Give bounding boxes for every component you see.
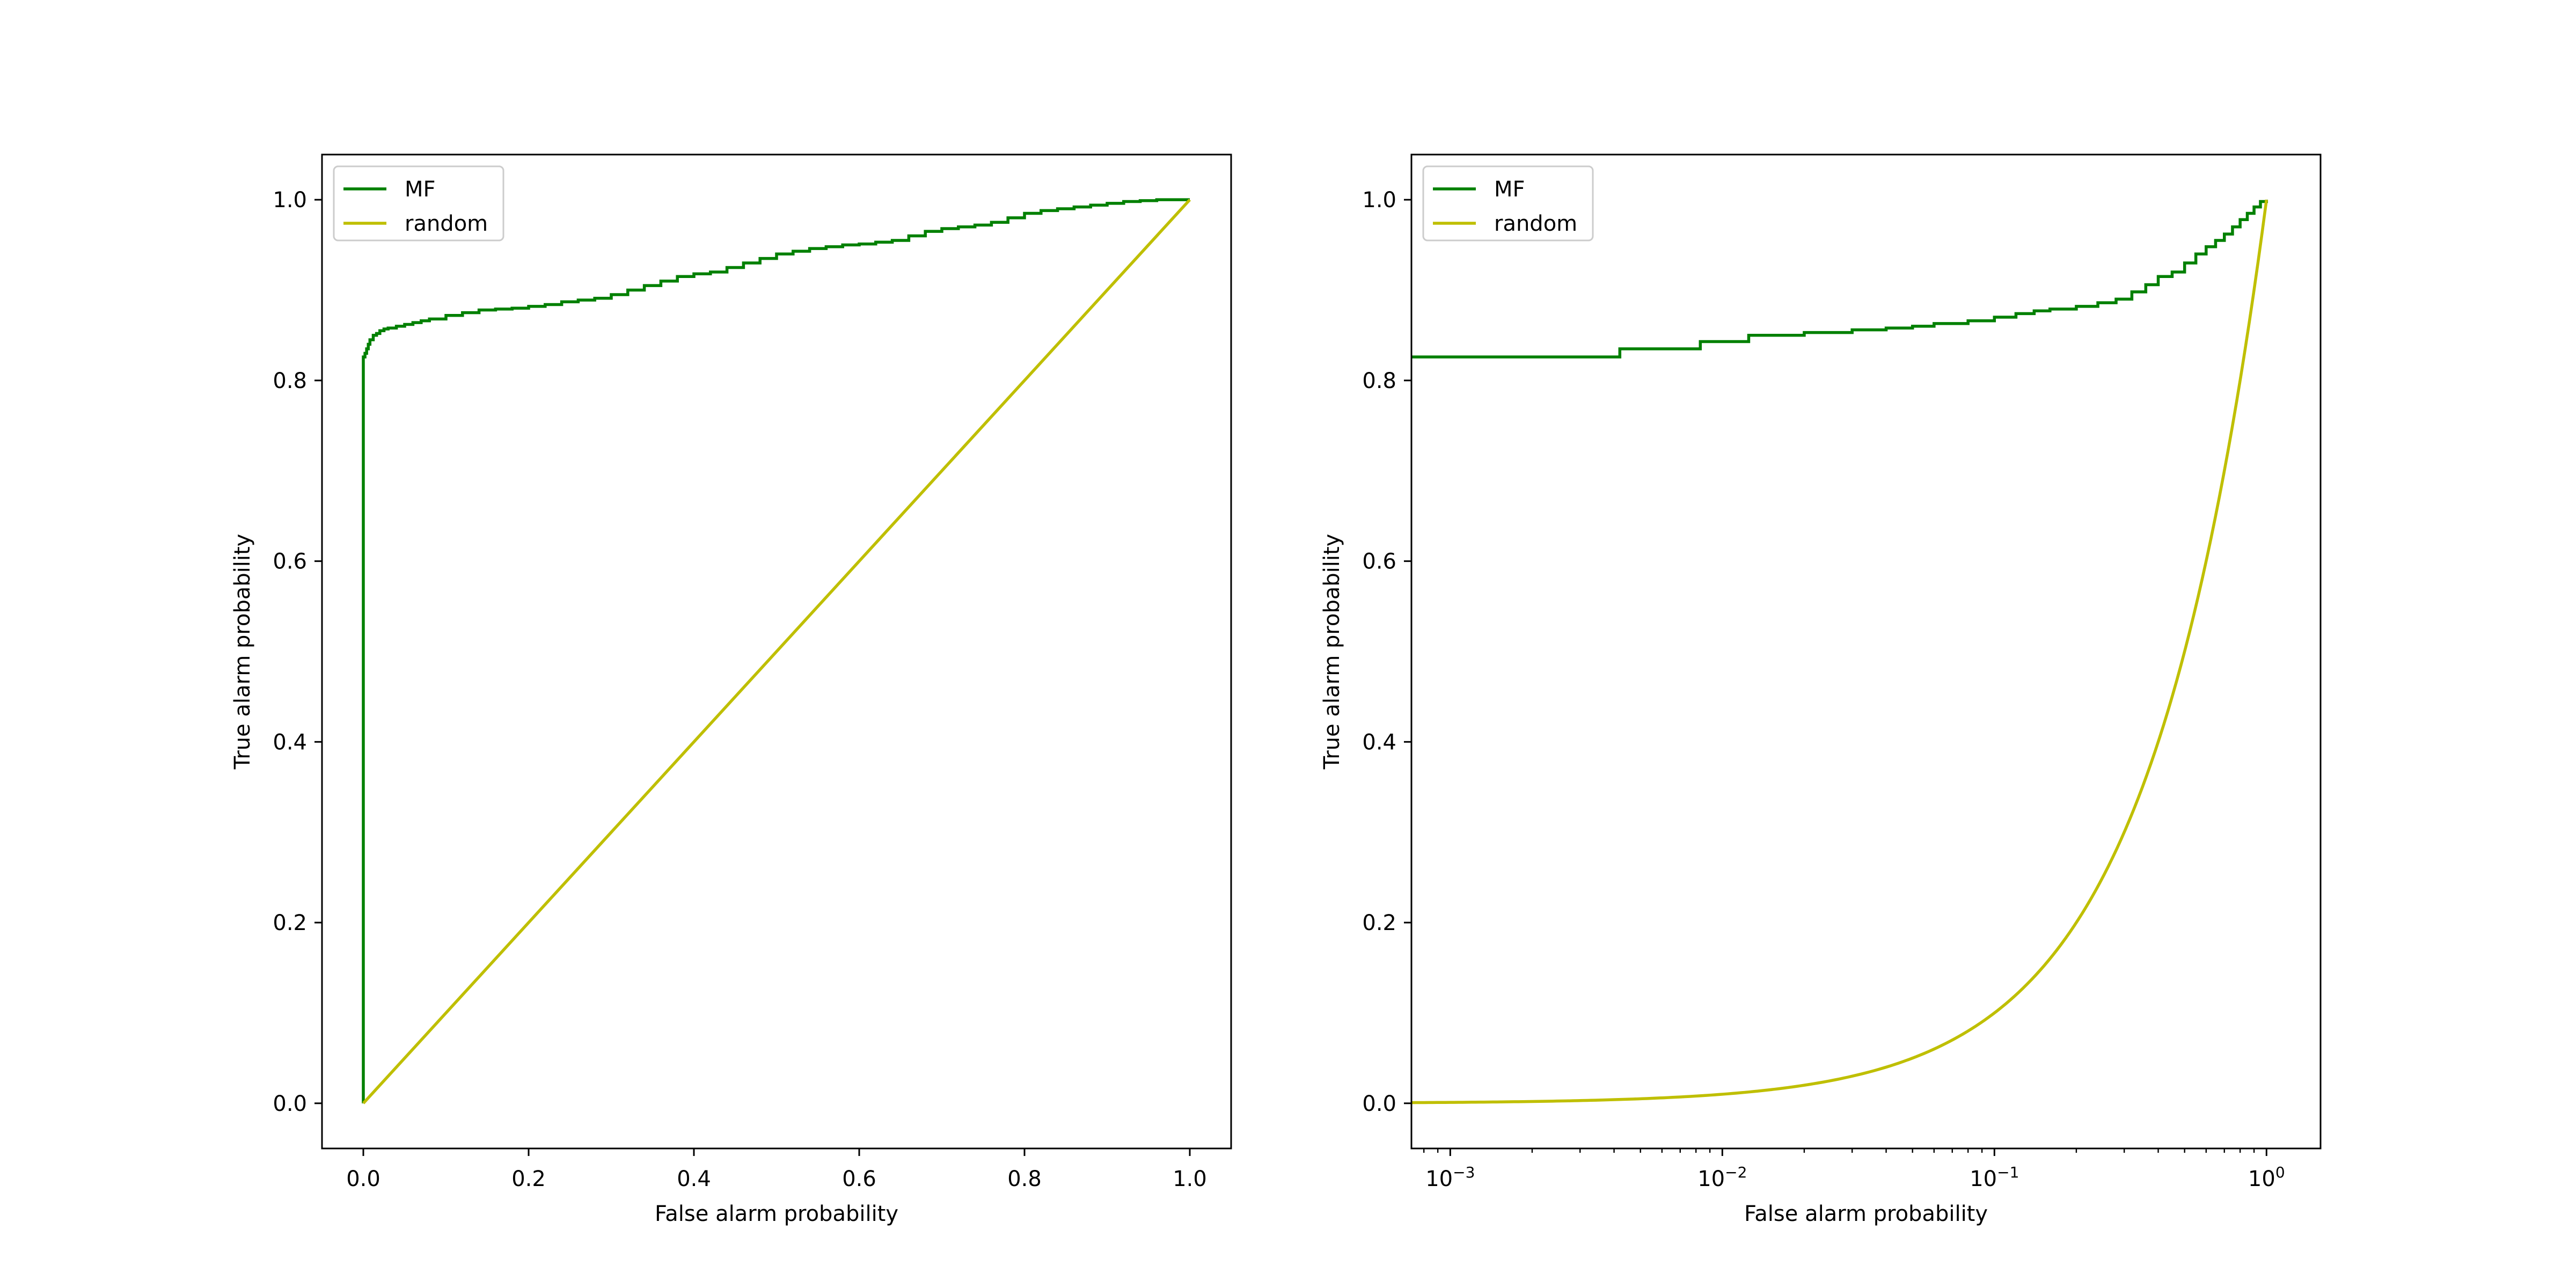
chart-0-x-tick-label: 0.2 bbox=[511, 1167, 546, 1191]
chart-0-x-tick-label: 0.4 bbox=[677, 1167, 711, 1191]
chart-0-x-tick-label: 0.8 bbox=[1007, 1167, 1042, 1191]
chart-0-legend-label-random: random bbox=[405, 211, 488, 236]
chart-0-axes-frame bbox=[321, 153, 1232, 1150]
right-chart-log: 10−3 10−2 10−1 100 0.0 0.2 0.4 0.6 0.8 1.0 False a… bbox=[1320, 153, 2322, 1226]
chart-1-axes-frame bbox=[1410, 153, 2322, 1150]
chart-1-y-axis-label: True alarm probability bbox=[1320, 534, 1344, 770]
chart-0-y-tick-label: 0.8 bbox=[273, 369, 307, 393]
chart-0-y-tick-label: 0.2 bbox=[273, 911, 307, 935]
chart-0-x-tick-label: 1.0 bbox=[1173, 1167, 1207, 1191]
chart-0-y-tick-label: 0.4 bbox=[273, 730, 307, 755]
chart-1-x-axis-label: False alarm probability bbox=[1744, 1202, 1988, 1226]
chart-0-series-group bbox=[362, 198, 1191, 1104]
chart-0-series-random-line bbox=[362, 199, 1191, 1104]
chart-0-series-mf-line bbox=[362, 198, 1190, 1103]
chart-1-y-tick-label: 0.8 bbox=[1362, 369, 1396, 393]
chart-1-y-tick-label: 1.0 bbox=[1362, 188, 1396, 213]
chart-0-x-tick-label: 0.0 bbox=[346, 1167, 380, 1191]
chart-0-y-tick-label: 1.0 bbox=[273, 188, 307, 213]
chart-1-y-tick-label: 0.4 bbox=[1362, 730, 1396, 755]
chart-1-y-tick-label: 0.2 bbox=[1362, 911, 1396, 935]
left-chart-linear: 0.0 0.2 0.4 0.6 0.8 1.0 0.0 0.2 0.4 0.6 0.8 1.0 Fals… bbox=[230, 153, 1232, 1226]
chart-1-y-tick-label: 0.0 bbox=[1362, 1092, 1396, 1116]
chart-1-x-tick-label: 100 bbox=[2248, 1163, 2285, 1191]
chart-1-legend-label-mf: MF bbox=[1494, 177, 1525, 202]
chart-0-legend-label-mf: MF bbox=[405, 177, 436, 202]
chart-1-legend: MF random bbox=[1422, 165, 1594, 241]
chart-1-x-tick-label: 10−3 bbox=[1425, 1163, 1475, 1191]
chart-0-y-axis-label: True alarm probability bbox=[230, 534, 255, 770]
chart-1-y-tick-label: 0.6 bbox=[1362, 550, 1396, 574]
chart-1-series-group bbox=[1411, 199, 2268, 1104]
chart-0-x-tick-label: 0.6 bbox=[842, 1167, 876, 1191]
chart-1-series-mf-line bbox=[1411, 200, 2268, 358]
chart-1-x-tick-label: 10−1 bbox=[1970, 1163, 2019, 1191]
chart-0-y-tick-label: 0.6 bbox=[273, 550, 307, 574]
chart-0-y-tick-label: 0.0 bbox=[273, 1092, 307, 1116]
chart-1-x-tick-label: 10−2 bbox=[1697, 1163, 1747, 1191]
chart-1-series-random-line bbox=[1411, 199, 2268, 1104]
chart-0-x-axis-label: False alarm probability bbox=[655, 1202, 898, 1226]
chart-0-legend: MF random bbox=[333, 165, 504, 241]
chart-1-legend-label-random: random bbox=[1494, 211, 1577, 236]
